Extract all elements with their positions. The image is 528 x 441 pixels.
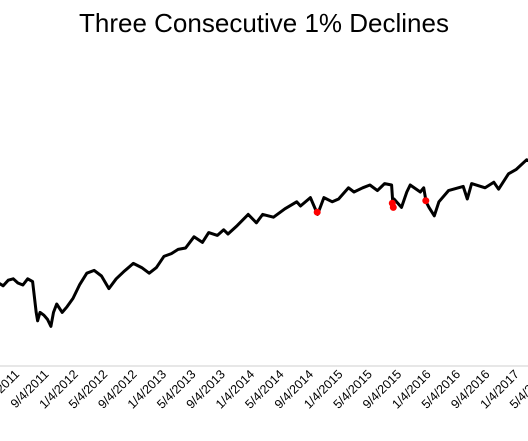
marker-layer bbox=[313, 197, 430, 216]
series-layer bbox=[0, 158, 528, 328]
series-line-0 bbox=[0, 158, 528, 328]
decline-marker-3 bbox=[422, 197, 430, 205]
x-tick-layer: 5/4/20119/4/20111/4/20125/4/20129/4/2012… bbox=[0, 367, 528, 411]
chart-title: Three Consecutive 1% Declines bbox=[79, 8, 449, 38]
decline-marker-2 bbox=[388, 199, 396, 207]
decline-marker-0 bbox=[313, 208, 321, 216]
